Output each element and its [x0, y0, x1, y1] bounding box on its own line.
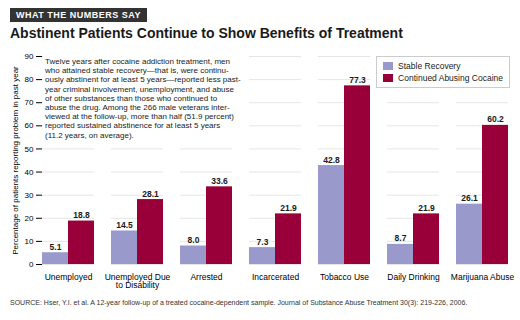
- svg-text:20: 20: [25, 214, 34, 223]
- html-text:Stable Recovery: Stable Recovery: [398, 61, 461, 71]
- html-text:WHAT THE NUMBERS SAY: WHAT THE NUMBERS SAY: [16, 10, 141, 20]
- svg-text:80: 80: [25, 75, 34, 84]
- svg-text:Tobacco Use: Tobacco Use: [320, 272, 369, 282]
- svg-text:40: 40: [25, 168, 34, 177]
- svg-text:Percentage of patients reporti: Percentage of patients reporting problem…: [11, 66, 20, 255]
- svg-text:5.1: 5.1: [50, 242, 62, 252]
- svg-text:33.6: 33.6: [211, 176, 228, 186]
- svg-text:Marijuana Abuse: Marijuana Abuse: [451, 272, 515, 282]
- svg-text:Unemployed Dueto Disability: Unemployed Dueto Disability: [105, 272, 171, 291]
- svg-text:8.0: 8.0: [188, 235, 200, 245]
- svg-text:7.3: 7.3: [257, 237, 269, 247]
- svg-text:50: 50: [25, 145, 34, 154]
- svg-text:18.8: 18.8: [73, 210, 90, 220]
- svg-text:26.1: 26.1: [461, 193, 478, 203]
- svg-text:90: 90: [25, 52, 34, 61]
- svg-text:Unemployed: Unemployed: [45, 272, 93, 282]
- svg-text:Arrested: Arrested: [190, 272, 222, 282]
- svg-text:70: 70: [25, 98, 34, 107]
- svg-text:42.8: 42.8: [323, 155, 340, 165]
- svg-text:30: 30: [25, 191, 34, 200]
- html-text:SOURCE: Hser, Y.I. et al. A 12: SOURCE: Hser, Y.I. et al. A 12-year foll…: [10, 299, 468, 306]
- html-text:Twelve years after cocaine add: Twelve years after cocaine addiction tre…: [45, 57, 241, 140]
- svg-text:28.1: 28.1: [142, 189, 159, 199]
- html-text:Abstinent Patients Continue to: Abstinent Patients Continue to Show Bene…: [10, 25, 403, 41]
- svg-text:77.3: 77.3: [349, 75, 366, 85]
- svg-text:60.2: 60.2: [487, 114, 504, 124]
- svg-text:10: 10: [25, 237, 34, 246]
- svg-text:0: 0: [29, 260, 34, 269]
- svg-text:60: 60: [25, 121, 34, 130]
- svg-text:21.9: 21.9: [418, 203, 435, 213]
- svg-text:Daily Drinking: Daily Drinking: [387, 272, 440, 282]
- svg-text:Incarcerated: Incarcerated: [252, 272, 300, 282]
- svg-text:8.7: 8.7: [395, 233, 407, 243]
- svg-text:14.5: 14.5: [116, 220, 133, 230]
- svg-text:21.9: 21.9: [280, 203, 297, 213]
- html-text:Continued Abusing Cocaine: Continued Abusing Cocaine: [398, 73, 503, 83]
